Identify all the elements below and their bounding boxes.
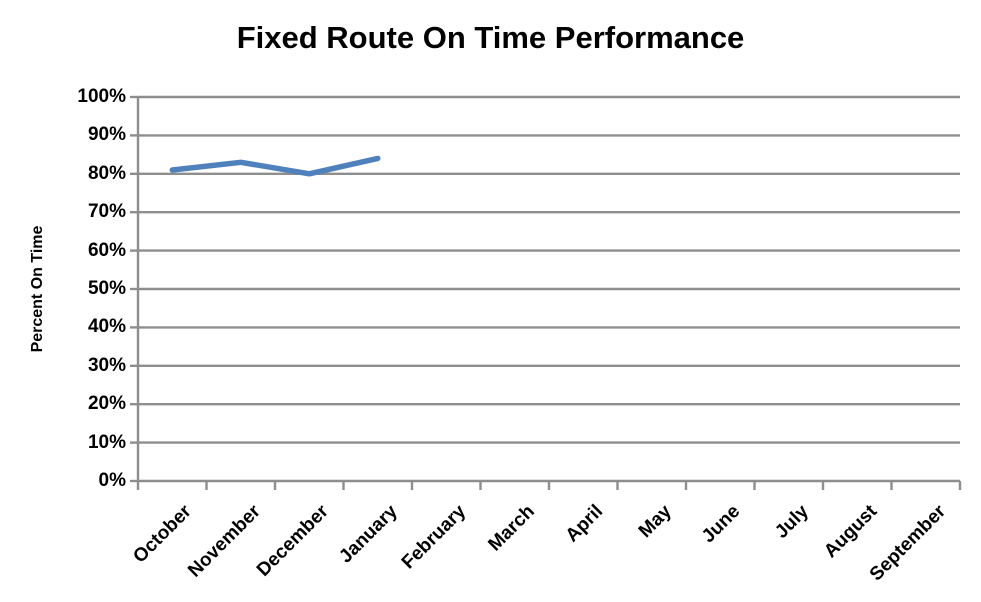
y-tick-label: 80% — [87, 162, 126, 184]
y-tick-label: 10% — [87, 431, 126, 453]
y-tick-label: 0% — [98, 470, 126, 491]
y-tick-label: 50% — [87, 278, 126, 299]
y-tick-label: 40% — [87, 316, 126, 338]
series-line — [169, 155, 381, 177]
y-tick-label: 60% — [87, 239, 126, 261]
y-tick-label: 90% — [87, 124, 126, 146]
y-tick-label: 70% — [87, 201, 126, 223]
y-tick-label: 30% — [87, 354, 126, 376]
y-tick-label: 20% — [87, 393, 126, 415]
chart-title: Fixed Route On Time Performance — [236, 20, 745, 55]
y-tick-label: 100% — [77, 86, 126, 107]
